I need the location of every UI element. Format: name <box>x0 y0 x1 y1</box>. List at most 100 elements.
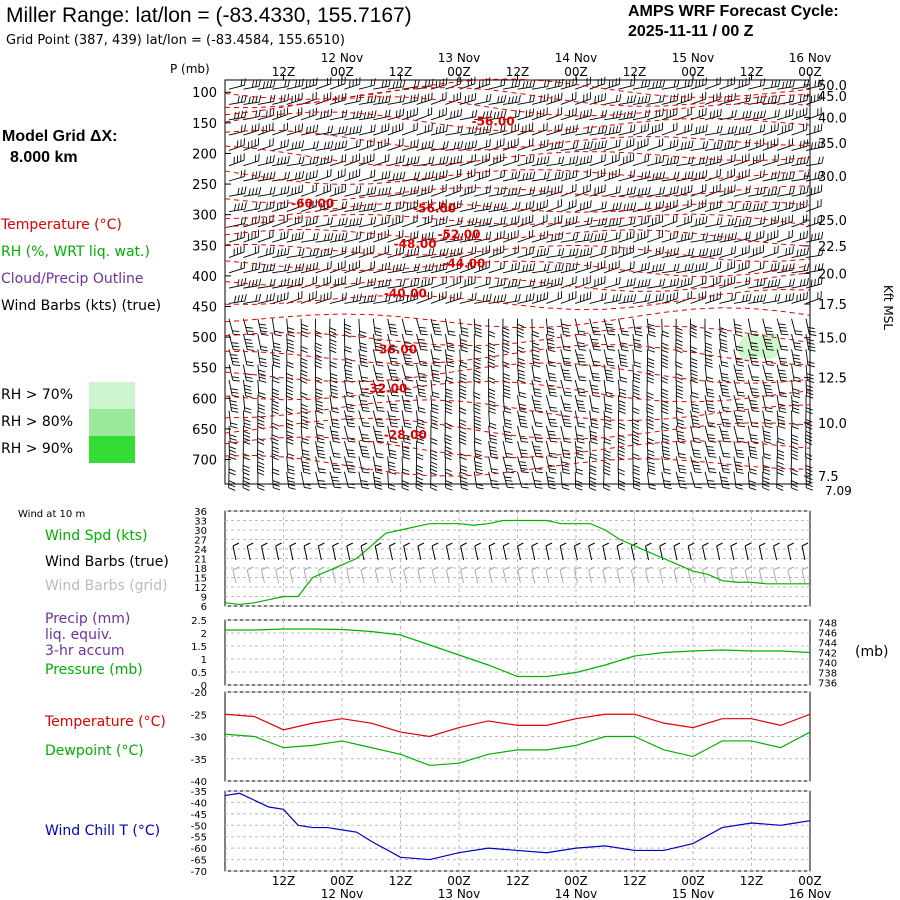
wind-barb <box>632 95 651 105</box>
wind-barb <box>589 125 608 136</box>
wind-barb <box>243 215 260 228</box>
wind-barb <box>430 124 448 136</box>
wind-barb <box>791 277 809 289</box>
wind-tick-label: 18 <box>194 564 207 575</box>
wind-barb <box>286 184 304 197</box>
wind-barb <box>791 155 810 167</box>
wind-barb <box>517 154 535 167</box>
wind-barb-grid <box>303 566 311 584</box>
wind-barb <box>517 410 528 428</box>
wind-barb <box>344 168 361 182</box>
wind-barb <box>488 186 507 197</box>
wind-barb <box>805 248 824 258</box>
wind-barb <box>488 138 505 151</box>
wind-barb <box>575 108 592 121</box>
bottom-tick-label: 12Z <box>623 874 647 888</box>
legend-precip-2: liq. equiv. <box>45 627 113 643</box>
wind-barb <box>589 140 607 151</box>
wind-barb <box>473 471 484 490</box>
isotherm-line <box>224 436 811 459</box>
wind-barb <box>272 107 289 121</box>
wind-barb <box>459 425 467 445</box>
wind-barb <box>358 216 377 228</box>
wind-barb <box>589 441 598 460</box>
wind-barb <box>488 277 506 289</box>
wind-barb <box>560 124 578 136</box>
wind-barb <box>502 215 520 228</box>
wind-barb <box>618 364 628 383</box>
wind-barb <box>430 379 440 399</box>
wind-barb <box>647 122 663 136</box>
wind-barb <box>228 186 247 197</box>
wind-barb <box>387 246 405 258</box>
wind-barb <box>242 333 255 351</box>
wind-barb <box>416 123 433 136</box>
wind-barb <box>445 168 462 182</box>
wind-barb <box>747 364 760 382</box>
wind-barb <box>474 293 492 304</box>
wind-barb <box>545 364 557 382</box>
wind-barb <box>617 456 625 476</box>
wind-barb <box>603 245 620 258</box>
wind-barb <box>805 318 817 336</box>
wind-barb <box>704 155 723 167</box>
wind-barb <box>603 231 621 243</box>
wind-barb <box>300 425 310 445</box>
model-grid-value: 8.000 km <box>10 149 78 166</box>
wind-barb <box>776 410 786 429</box>
wind-barb <box>733 471 744 490</box>
wind-barb <box>762 410 773 429</box>
wind-barb <box>343 395 355 413</box>
wind-barb <box>560 364 572 382</box>
wind-barb <box>430 425 438 445</box>
top-tick-label: 12Z <box>506 65 530 79</box>
wind-barb <box>242 441 250 461</box>
height-tick-label: 50.0 <box>818 79 847 94</box>
wind-barb <box>589 333 601 351</box>
wind-tick-label: 36 <box>194 507 207 518</box>
wind-barb <box>459 260 476 274</box>
wind-barb-true <box>773 542 780 561</box>
wind-barb <box>805 349 815 368</box>
wind-barb <box>459 168 476 182</box>
chill-tick-label: -45 <box>191 810 207 821</box>
wind-barb <box>488 471 500 489</box>
wind-barb <box>632 186 651 197</box>
wind-barb <box>661 291 679 304</box>
wind-barb <box>704 140 723 151</box>
wind-barb-true <box>502 542 510 561</box>
wind-barb <box>430 290 447 304</box>
wind-barb <box>401 318 414 336</box>
wind-barb <box>502 245 520 258</box>
bottom-day-label: 12 Nov <box>321 887 364 900</box>
wind-barb <box>300 471 312 490</box>
wind-barb <box>632 245 649 258</box>
wind-barb <box>546 92 563 105</box>
wind-barb <box>733 153 750 167</box>
wind-barb <box>228 153 245 167</box>
wind-barb <box>646 471 657 490</box>
wind-barb <box>387 395 399 413</box>
wind-barb <box>228 425 238 445</box>
wind-barb <box>300 441 310 460</box>
wind-barb <box>747 379 760 397</box>
wind-barb <box>546 263 564 274</box>
wind-barb <box>228 456 236 476</box>
wind-barb <box>589 92 607 105</box>
temperature-panel: -40 -35 -30 -25 -20 <box>191 688 811 788</box>
wind-barb <box>242 379 253 398</box>
top-day-label: 16 Nov <box>789 51 832 65</box>
wind-barb <box>647 214 664 228</box>
p-tick-label: 450 <box>192 300 217 315</box>
wind-barb <box>603 410 612 430</box>
wind-barb <box>300 364 308 384</box>
legend-precip-1: Precip (mm) <box>45 611 131 627</box>
wind-barb <box>387 410 399 428</box>
wind-barb <box>243 153 260 167</box>
wind-barb <box>805 276 823 289</box>
wind-barb <box>632 293 651 304</box>
wind-barb <box>372 318 383 337</box>
wind-barb-grid <box>346 566 354 584</box>
wind-barb <box>791 79 810 90</box>
